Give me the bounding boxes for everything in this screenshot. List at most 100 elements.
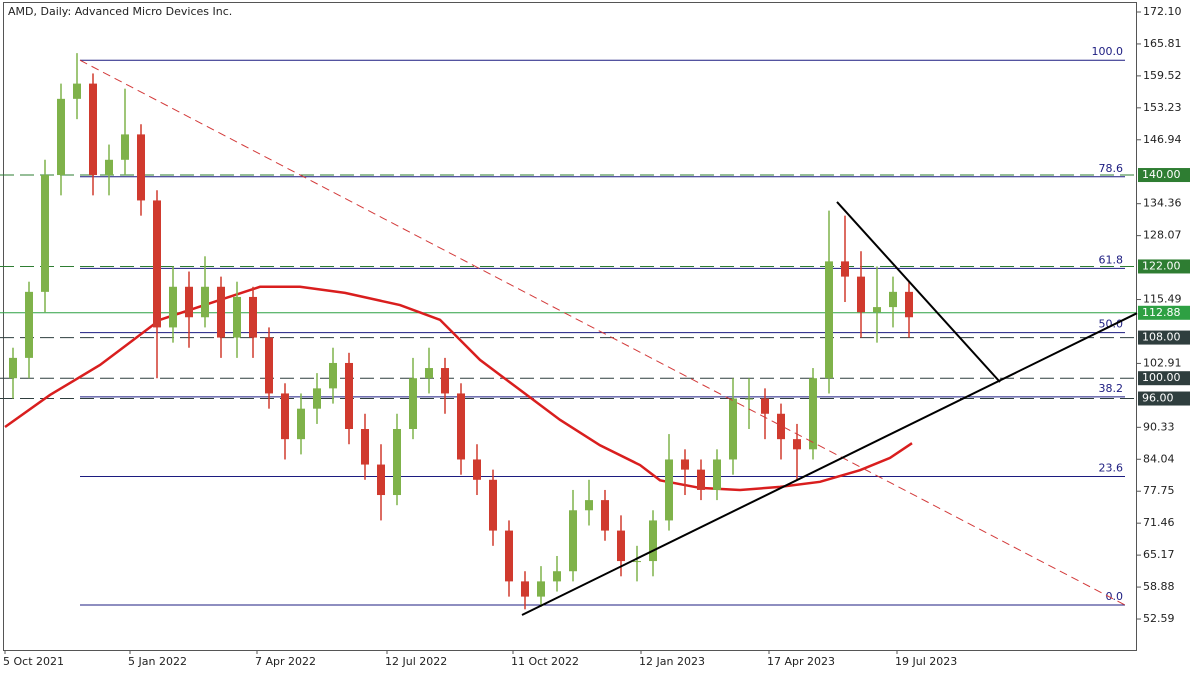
candle-body [873, 307, 881, 313]
fib-label: 78.6 [1099, 162, 1124, 175]
trend-line [521, 312, 1138, 616]
price-box [1138, 305, 1190, 320]
fib-label: 61.8 [1099, 253, 1124, 266]
candle-body [249, 296, 257, 338]
candle-body [633, 561, 641, 563]
trend-line [836, 201, 1001, 383]
candle-body [617, 530, 625, 562]
candle-body [793, 439, 801, 450]
candle-body [265, 337, 273, 394]
candle-body [473, 459, 481, 480]
price-box [1138, 168, 1190, 183]
candle-body [89, 83, 97, 176]
candle-body [537, 581, 545, 597]
x-tick-label: 19 Jul 2023 [895, 655, 957, 668]
fib-label: 50.0 [1099, 318, 1124, 331]
candle-body [233, 296, 241, 338]
price-box-label: 112.88 [1142, 306, 1181, 319]
price-box [1138, 391, 1190, 406]
candle-body [713, 459, 721, 490]
x-tick-label: 12 Jul 2022 [385, 655, 447, 668]
price-box-label: 100.00 [1142, 371, 1181, 384]
candle-body [393, 428, 401, 496]
candle-body [25, 291, 33, 358]
candle-body [137, 134, 145, 201]
y-tick-label: 52.59 [1143, 612, 1175, 625]
candle-body [297, 408, 305, 440]
candle-body [841, 261, 849, 277]
price-box-label: 96.00 [1142, 392, 1174, 405]
candle-body [889, 291, 897, 308]
y-tick-label: 165.81 [1143, 37, 1182, 50]
candle-body [281, 393, 289, 440]
y-tick-label: 146.94 [1143, 133, 1182, 146]
candle-body [425, 368, 433, 379]
candle-body [169, 286, 177, 328]
candle-body [809, 378, 817, 450]
candle-body [505, 530, 513, 582]
candle-body [313, 388, 321, 409]
y-tick-label: 115.49 [1143, 293, 1182, 306]
candle-body [57, 98, 65, 176]
y-tick-label: 58.88 [1143, 580, 1175, 593]
candle-body [201, 286, 209, 318]
candle-body [441, 368, 449, 394]
x-tick-label: 12 Jan 2023 [639, 655, 705, 668]
candle-body [569, 510, 577, 572]
y-tick-label: 102.91 [1143, 356, 1182, 369]
y-tick-label: 172.10 [1143, 5, 1182, 18]
candle-body [649, 520, 657, 562]
price-box-label: 140.00 [1142, 168, 1181, 181]
y-tick-label: 134.36 [1143, 197, 1182, 210]
candle-body [825, 261, 833, 379]
price-box-label: 122.00 [1142, 259, 1181, 272]
candle-body [329, 362, 337, 389]
y-tick-label: 90.33 [1143, 420, 1175, 433]
x-tick-label: 11 Oct 2022 [511, 655, 579, 668]
candle-body [665, 459, 673, 521]
candle-body [121, 134, 129, 160]
candle-body [153, 200, 161, 328]
fib-label: 0.0 [1106, 590, 1124, 603]
candle-body [601, 500, 609, 531]
x-tick-label: 17 Apr 2023 [767, 655, 835, 668]
y-tick-label: 65.17 [1143, 548, 1175, 561]
candle-body [9, 357, 17, 379]
price-box [1138, 371, 1190, 386]
y-tick-label: 153.23 [1143, 101, 1182, 114]
moving-average [4, 285, 913, 492]
candle-body [345, 362, 353, 429]
x-tick-label: 5 Oct 2021 [3, 655, 64, 668]
y-tick-label: 77.75 [1143, 484, 1175, 497]
candle-body [905, 291, 913, 318]
candle-body [777, 413, 785, 440]
fib-label: 23.6 [1099, 461, 1124, 474]
trend-line [79, 59, 1126, 606]
candle-body [553, 571, 561, 582]
candle-body [185, 286, 193, 318]
y-tick-label: 159.52 [1143, 69, 1182, 82]
candle-body [41, 175, 49, 292]
x-tick-label: 7 Apr 2022 [255, 655, 316, 668]
price-box [1138, 259, 1190, 274]
fib-label: 100.0 [1092, 45, 1124, 58]
candle-body [73, 83, 81, 99]
fib-label: 38.2 [1099, 382, 1124, 395]
candle-body [585, 500, 593, 511]
chart-title: AMD, Daily: Advanced Micro Devices Inc. [8, 5, 232, 18]
y-tick-label: 84.04 [1143, 452, 1175, 465]
candle-body [521, 581, 529, 597]
candle-body [489, 479, 497, 531]
candle-body [761, 398, 769, 414]
candle-body [729, 398, 737, 460]
candle-body [217, 286, 225, 338]
candle-body [745, 398, 753, 400]
candle-body [377, 464, 385, 496]
y-tick-label: 128.07 [1143, 229, 1182, 242]
price-box-label: 108.00 [1142, 331, 1181, 344]
candle-body [681, 459, 689, 470]
candle-body [105, 159, 113, 176]
x-tick-label: 5 Jan 2022 [128, 655, 187, 668]
candle-body [697, 469, 705, 490]
